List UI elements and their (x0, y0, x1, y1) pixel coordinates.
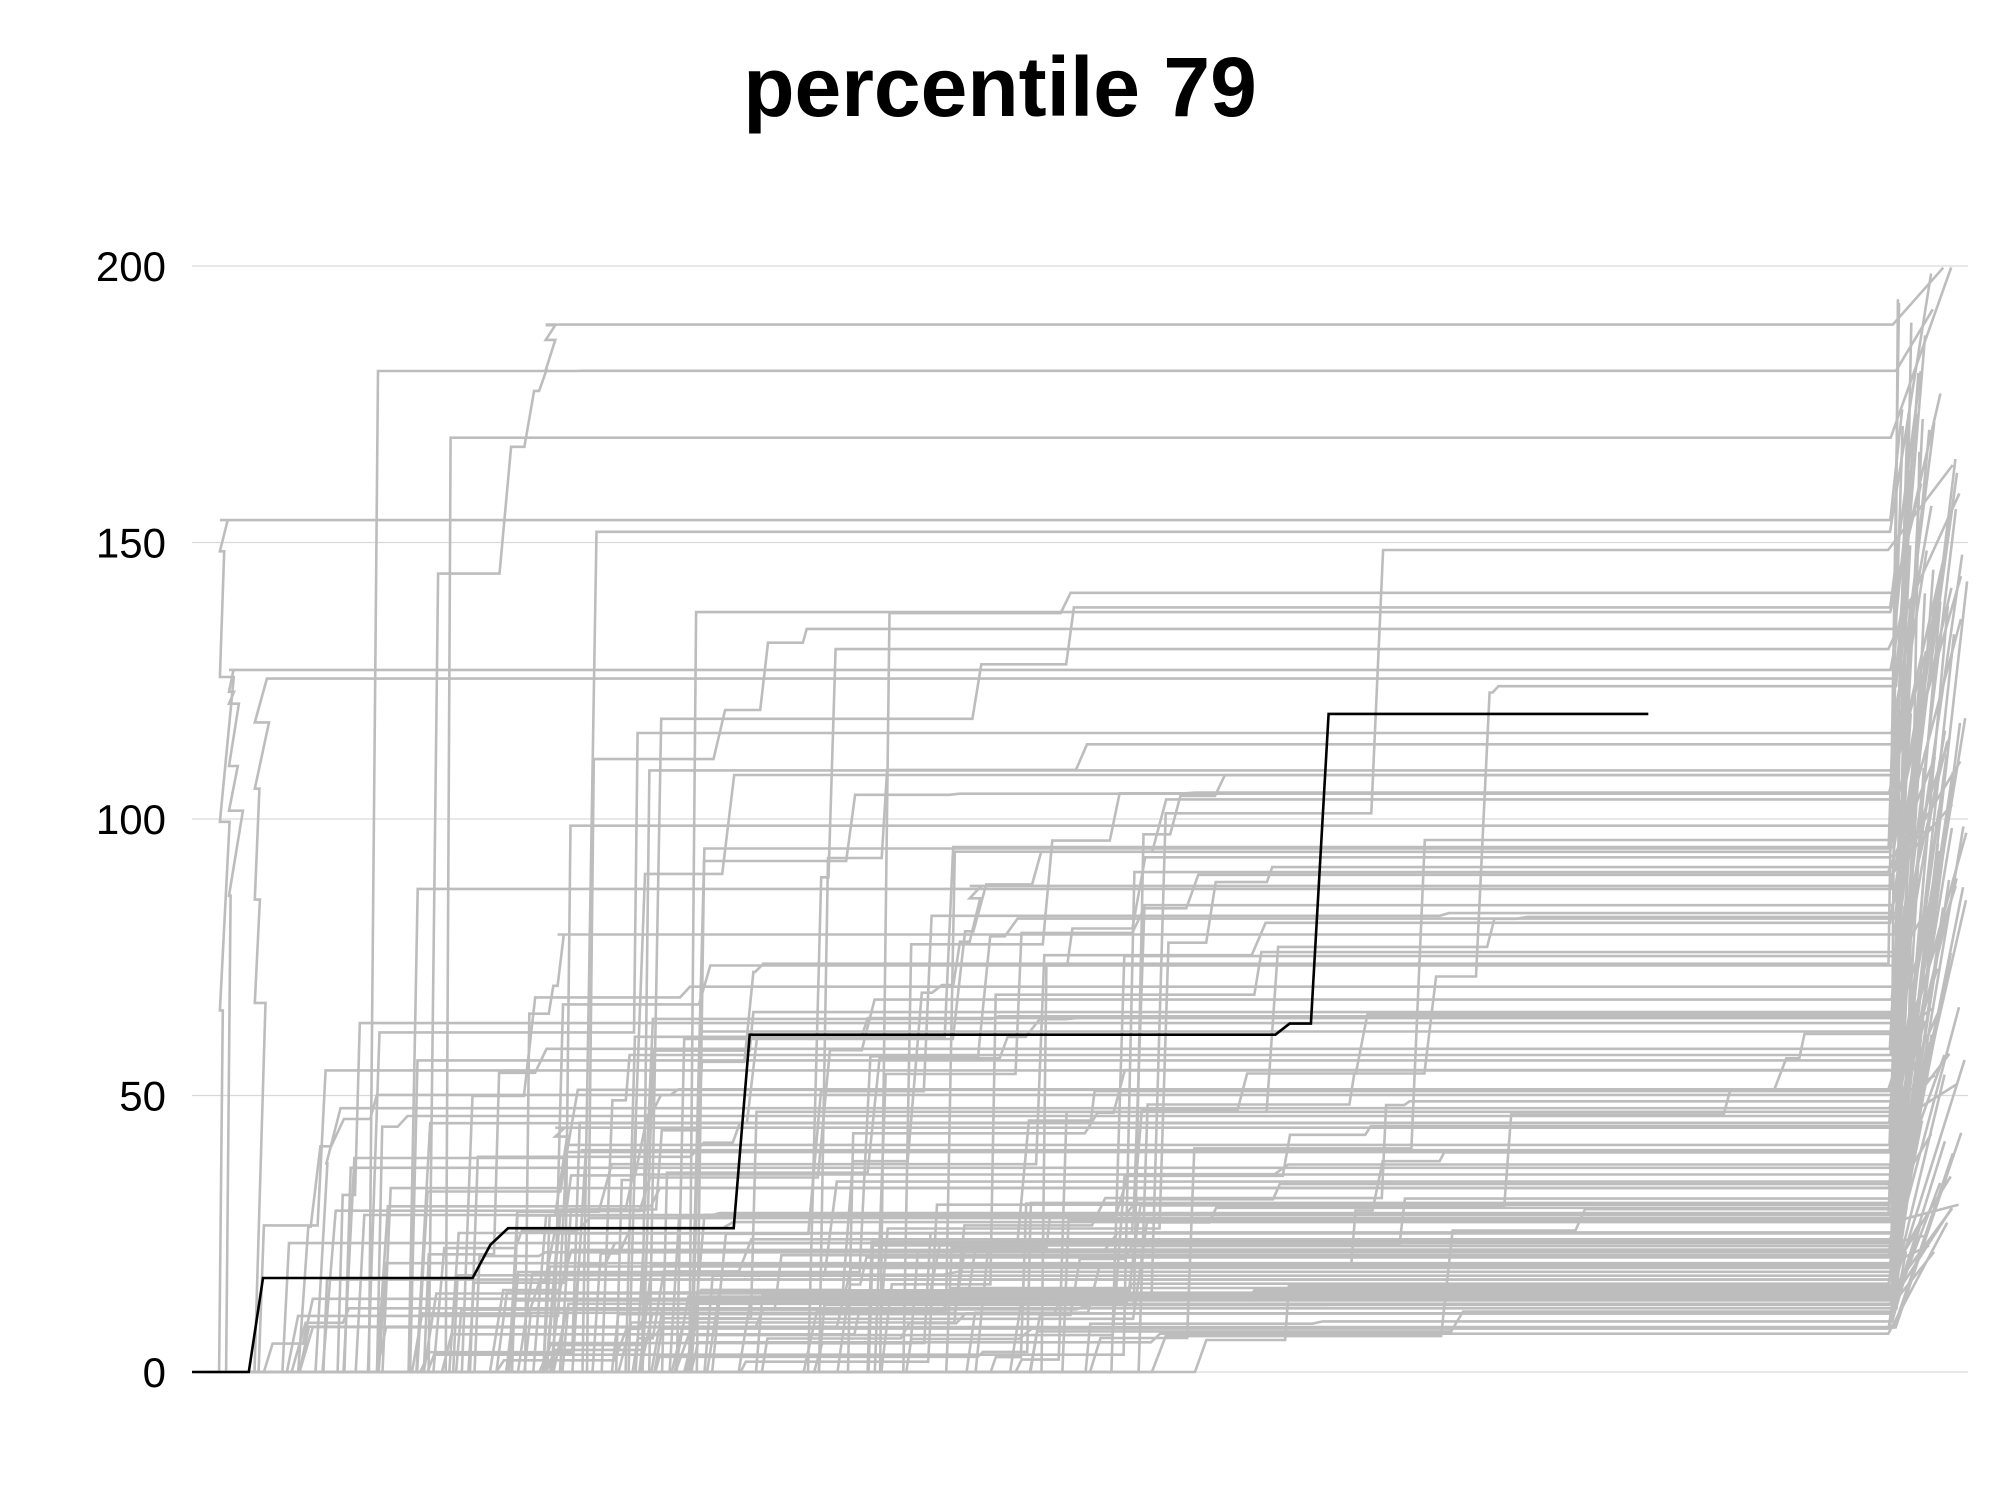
background-series-line (511, 393, 1942, 1374)
background-series-line (390, 587, 1953, 1374)
background-series-line (276, 511, 1912, 1374)
background-series-line (326, 593, 1927, 1374)
background-series-line (566, 771, 1955, 1374)
background-series-line (212, 409, 1904, 1374)
y-tick-label: 100 (96, 796, 166, 843)
y-tick-label: 200 (96, 243, 166, 290)
background-series-line (416, 1152, 1955, 1374)
background-series-line (510, 422, 1936, 1374)
background-series-line (328, 575, 1963, 1374)
background-series-line (556, 1221, 1949, 1374)
background-series-line (286, 730, 1947, 1374)
background-series-line (469, 886, 1965, 1374)
background-series-line (200, 299, 1900, 1374)
background-series-line (300, 425, 1904, 1374)
background-series-line (282, 736, 1952, 1374)
background-series-line (381, 550, 1928, 1374)
background-series-line (335, 322, 1913, 1374)
background-series-line (224, 907, 1930, 1374)
highlighted-series (192, 712, 1649, 1374)
background-series-line (517, 472, 1959, 1374)
background-series-line (357, 827, 1954, 1374)
background-series-line (402, 592, 1940, 1374)
background-series-line (438, 901, 1938, 1374)
y-tick-label: 50 (119, 1073, 166, 1120)
highlighted-series-line (192, 712, 1649, 1374)
background-series-line (524, 554, 1964, 1374)
background-series-line (250, 372, 1920, 1374)
background-series-line (273, 824, 1934, 1374)
background-series-line (571, 996, 1913, 1374)
background-series-line (454, 838, 1916, 1374)
background-series-line (555, 809, 1941, 1374)
background-series-line (306, 576, 1917, 1374)
background-series-line (489, 1020, 1927, 1374)
background-series-line (363, 1006, 1961, 1374)
background-series-line (558, 459, 1909, 1374)
background-series-line (381, 413, 1918, 1374)
background-series-line (497, 419, 1924, 1374)
background-series-line (314, 634, 1956, 1374)
background-series-line (281, 1041, 1932, 1374)
chart-title: percentile 79 (743, 40, 1257, 134)
background-series-line (257, 1072, 1900, 1374)
background-series-line (280, 1219, 1923, 1374)
background-series-line (274, 1074, 1946, 1374)
background-series-line (335, 725, 1909, 1374)
background-series-line (211, 960, 1911, 1374)
background-series (194, 266, 1969, 1374)
background-series-line (554, 559, 1945, 1374)
y-tick-label: 150 (96, 520, 166, 567)
background-series-line (382, 756, 1937, 1374)
background-series-line (210, 1052, 1915, 1374)
background-series-line (222, 370, 1922, 1374)
background-series-line (485, 650, 1928, 1374)
y-tick-label: 0 (143, 1349, 166, 1396)
background-series-line (537, 413, 1910, 1374)
background-series-line (552, 1213, 1904, 1374)
background-series-line (382, 273, 1933, 1374)
background-series-line (194, 429, 1931, 1374)
y-tick-labels: 0 50 100 150 200 (96, 243, 166, 1396)
background-series-line (269, 1226, 1921, 1374)
background-series-line (510, 302, 1901, 1374)
background-series-line (349, 717, 1967, 1374)
background-series-line (501, 581, 1969, 1374)
background-series-line (317, 907, 1945, 1374)
background-series-line (326, 266, 1953, 1374)
background-series-line (393, 1053, 1951, 1374)
background-series-line (319, 1012, 1939, 1374)
background-series-line (582, 997, 1943, 1374)
background-series-line (273, 717, 1908, 1374)
background-series-line (567, 931, 1935, 1374)
background-series-line (541, 335, 1927, 1374)
background-series-line (526, 1207, 1953, 1374)
background-series-line (460, 741, 1949, 1374)
background-series-line (462, 1034, 1933, 1374)
background-series-line (561, 955, 1927, 1374)
background-series-line (404, 826, 1965, 1374)
background-series-line (469, 713, 1913, 1374)
background-series-line (581, 421, 1909, 1374)
background-series-line (221, 580, 1909, 1374)
background-series-line (305, 464, 1954, 1374)
background-series-line (539, 803, 1954, 1374)
background-series-line (386, 1006, 1935, 1374)
